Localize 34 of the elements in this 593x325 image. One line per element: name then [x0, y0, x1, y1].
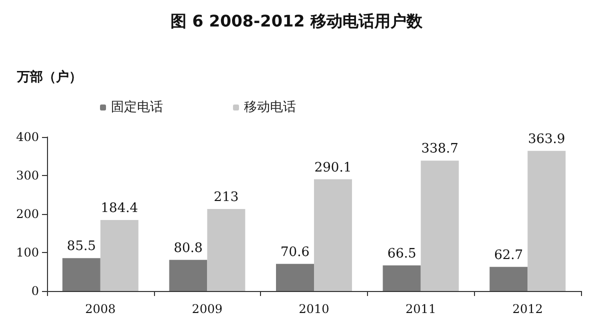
- data-label: 290.1: [314, 160, 352, 176]
- data-label: 363.9: [528, 132, 566, 147]
- x-tick-label: 2009: [192, 302, 222, 316]
- bar: [382, 265, 421, 291]
- bar: [169, 260, 208, 291]
- x-tick-label: 2012: [512, 302, 543, 316]
- bar: [528, 150, 566, 291]
- legend-label: 固定电话: [111, 100, 163, 115]
- bar: [314, 179, 352, 291]
- y-tick-label: 200: [16, 207, 39, 221]
- bar: [100, 220, 138, 291]
- bar: [207, 208, 246, 291]
- y-tick-label: 100: [16, 246, 39, 260]
- y-axis-title: 万部（户）: [16, 69, 82, 85]
- bar: [490, 266, 528, 291]
- data-label: 66.5: [387, 246, 416, 262]
- x-tick-label: 2011: [406, 302, 436, 316]
- y-tick-label: 300: [16, 168, 39, 182]
- data-label: 184.4: [100, 201, 138, 216]
- data-label: 62.7: [494, 248, 524, 263]
- x-tick-label: 2010: [298, 302, 330, 316]
- data-label: 213: [214, 190, 239, 205]
- data-label: 80.8: [174, 240, 203, 256]
- y-tick-label: 0: [31, 284, 39, 298]
- data-label: 338.7: [421, 142, 458, 157]
- x-tick-label: 2008: [85, 302, 116, 316]
- chart-title: 图 6 2008-2012 移动电话用户数: [170, 12, 424, 30]
- bar: [62, 258, 100, 291]
- bar: [420, 160, 459, 291]
- y-tick-label: 400: [16, 130, 39, 144]
- data-label: 70.6: [280, 244, 310, 260]
- legend-label: 移动电话: [244, 100, 296, 115]
- data-label: 85.5: [66, 239, 96, 254]
- bar: [276, 264, 314, 291]
